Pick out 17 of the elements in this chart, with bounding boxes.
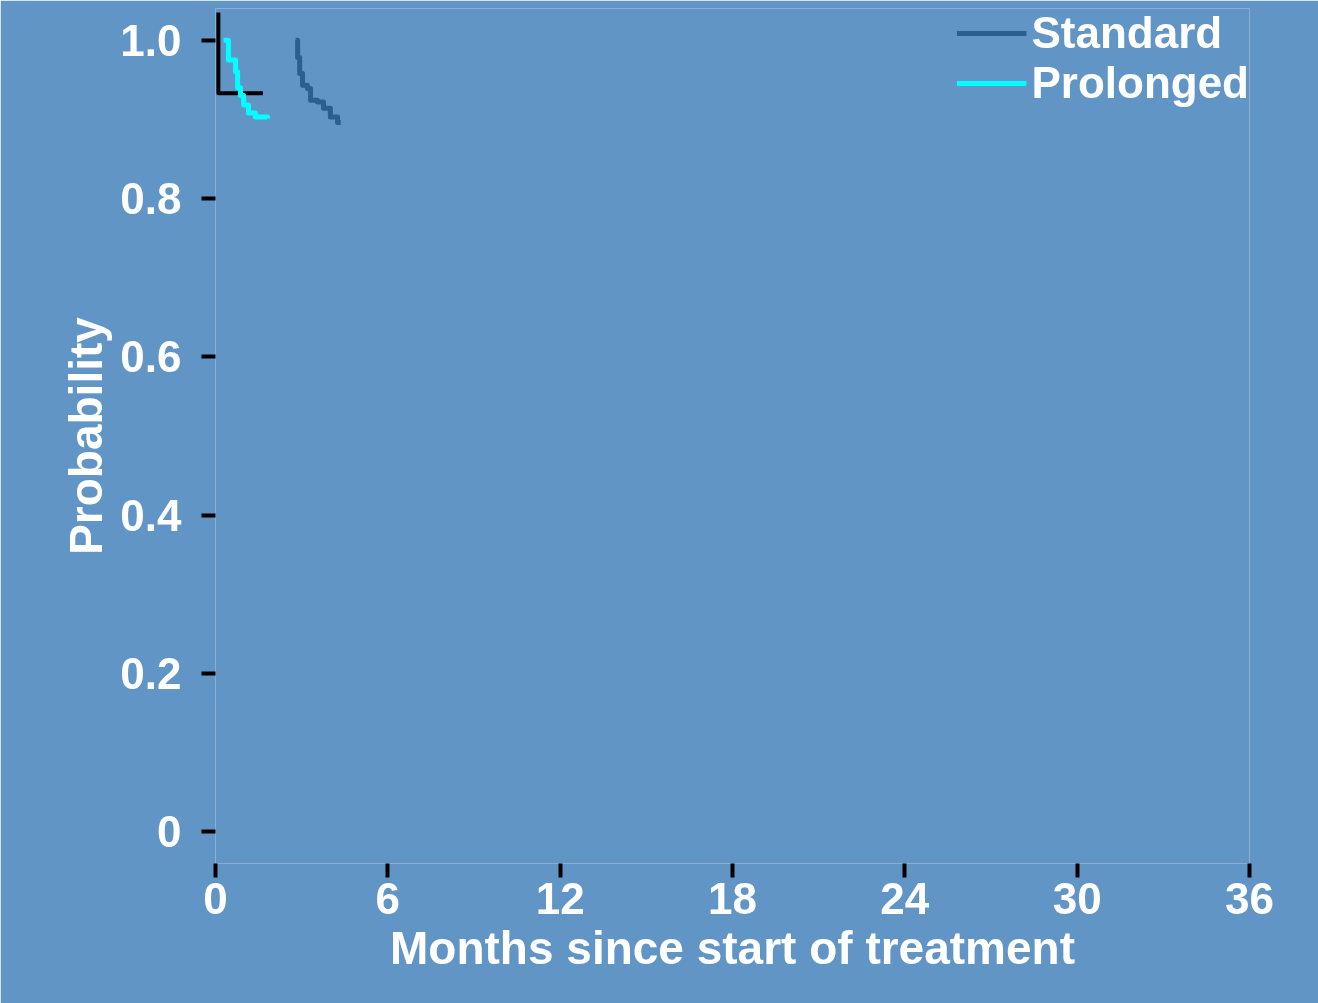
x-axis-title: Months since start of treatment (390, 921, 1075, 974)
x-tick-label: 36 (1225, 873, 1274, 923)
y-tick-label: 0.6 (120, 332, 182, 382)
x-tick-label: 6 (375, 873, 401, 923)
x-tick-label: 0 (203, 873, 228, 923)
x-tick-label: 30 (1052, 873, 1102, 923)
y-axis-title: Probability (60, 316, 113, 555)
y-tick-label: 1.0 (120, 15, 182, 65)
x-tick-label: 18 (708, 873, 757, 923)
y-tick-label: 0.8 (120, 174, 182, 223)
y-tick-label: 0.2 (120, 649, 182, 698)
y-tick-label: 0.4 (120, 490, 183, 540)
y-tick-label: 0 (157, 807, 182, 857)
legend-label: Prolonged (1031, 58, 1249, 108)
x-tick-label: 12 (535, 873, 585, 923)
legend-label: Standard (1031, 8, 1223, 58)
x-tick-label: 24 (880, 873, 930, 923)
